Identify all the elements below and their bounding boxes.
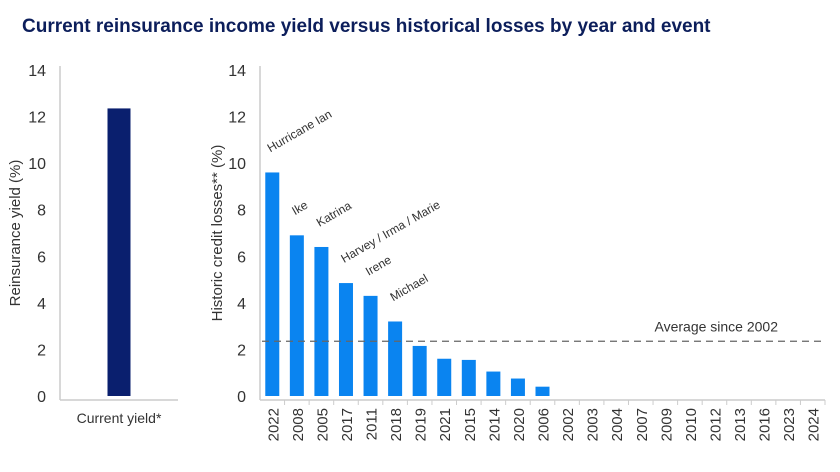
bar-2020 bbox=[510, 378, 525, 396]
y-tick-label: 14 bbox=[228, 63, 246, 80]
bar-2021 bbox=[437, 358, 452, 396]
x-tick-label: 2023 bbox=[781, 408, 798, 441]
x-tick-label: 2004 bbox=[609, 408, 626, 441]
x-tick-label: 2002 bbox=[560, 408, 577, 441]
bar-2005 bbox=[314, 246, 329, 396]
y-tick-label: 0 bbox=[37, 389, 46, 406]
y-tick-label: 12 bbox=[228, 110, 246, 127]
bar-annotation: Michael bbox=[388, 271, 431, 304]
x-tick-label: 2015 bbox=[462, 408, 479, 441]
bar-2019 bbox=[412, 345, 427, 396]
y-axis-label: Historic credit losses** (%) bbox=[209, 145, 226, 322]
bar-2008 bbox=[289, 235, 304, 396]
y-tick-label: 14 bbox=[28, 63, 46, 80]
x-tick-label: 2010 bbox=[683, 408, 700, 441]
bar-2011 bbox=[363, 295, 378, 396]
x-tick-label: 2006 bbox=[536, 408, 553, 441]
y-tick-label: 2 bbox=[37, 342, 46, 359]
bar-annotation: Ike bbox=[289, 198, 310, 218]
bar-2022 bbox=[265, 172, 280, 396]
bar-2017 bbox=[338, 283, 353, 396]
y-tick-label: 0 bbox=[237, 389, 246, 406]
x-tick-label: 2008 bbox=[290, 408, 307, 441]
x-tick-label: 2013 bbox=[732, 408, 749, 441]
x-tick-label: Current yield* bbox=[77, 410, 162, 426]
x-tick-label: 2007 bbox=[634, 408, 651, 441]
bar-annotation: Katrina bbox=[314, 198, 354, 229]
x-tick-label: 2021 bbox=[437, 408, 454, 441]
x-tick-label: 2020 bbox=[511, 408, 528, 441]
x-tick-label: 2022 bbox=[265, 408, 282, 441]
x-tick-label: 2024 bbox=[806, 408, 823, 441]
y-tick-label: 6 bbox=[37, 249, 46, 266]
x-tick-label: 2018 bbox=[388, 408, 405, 441]
x-tick-label: 2011 bbox=[364, 408, 381, 440]
y-tick-label: 2 bbox=[237, 342, 246, 359]
y-tick-label: 6 bbox=[237, 249, 246, 266]
x-tick-label: 2017 bbox=[339, 408, 356, 441]
x-tick-label: 2019 bbox=[413, 408, 430, 441]
y-tick-label: 4 bbox=[237, 296, 246, 313]
x-tick-label: 2012 bbox=[707, 408, 724, 441]
y-tick-label: 12 bbox=[28, 110, 46, 127]
y-tick-label: 10 bbox=[28, 156, 46, 173]
y-tick-label: 8 bbox=[37, 203, 46, 220]
bar-2006 bbox=[535, 386, 550, 396]
average-line-label: Average since 2002 bbox=[655, 318, 779, 334]
chart-title: Current reinsurance income yield versus … bbox=[22, 16, 711, 37]
x-tick-label: 2016 bbox=[757, 408, 774, 441]
bar-annotation: Hurricane Ian bbox=[265, 107, 334, 155]
bar-annotation: Harvey / Irma / Marie bbox=[338, 197, 442, 265]
bar-2015 bbox=[461, 359, 476, 396]
bar-annotation: Irene bbox=[363, 253, 394, 279]
y-tick-label: 10 bbox=[228, 156, 246, 173]
bar-currentyield bbox=[107, 108, 131, 397]
y-tick-label: 4 bbox=[37, 296, 46, 313]
x-tick-label: 2003 bbox=[585, 408, 602, 441]
bar-2014 bbox=[486, 371, 501, 396]
x-tick-label: 2009 bbox=[658, 408, 675, 441]
bar-2018 bbox=[388, 321, 403, 396]
y-tick-label: 8 bbox=[237, 203, 246, 220]
y-axis-label: Reinsurance yield (%) bbox=[7, 160, 24, 307]
x-tick-label: 2014 bbox=[486, 408, 503, 441]
x-tick-label: 2005 bbox=[314, 408, 331, 441]
